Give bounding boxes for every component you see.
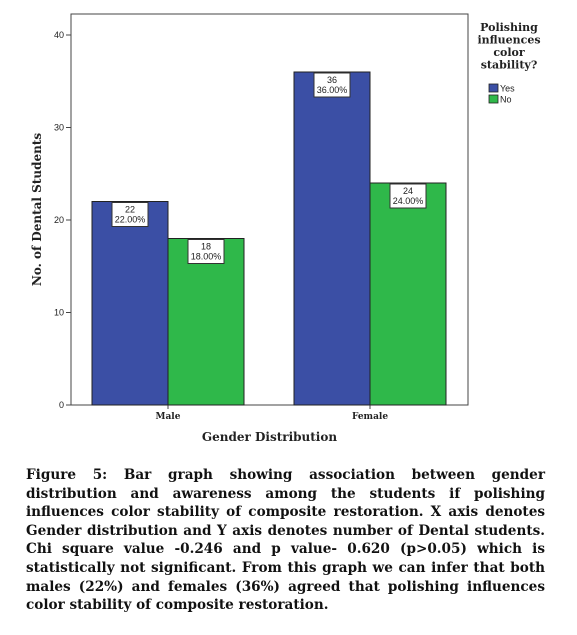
- y-axis-label: No. of Dental Students: [30, 133, 44, 287]
- x-axis-label: Gender Distribution: [202, 430, 337, 444]
- data-label-box: [111, 202, 149, 227]
- y-tick-label: 10: [54, 308, 64, 318]
- x-tick-label: Female: [352, 412, 388, 422]
- bar-no-female: [369, 182, 447, 406]
- figure-caption: Figure 5: Bar graph showing association …: [26, 467, 545, 614]
- bar-no-male: [167, 238, 245, 406]
- data-label-percent: 24.00%: [393, 196, 424, 206]
- y-tick-label: 40: [54, 30, 64, 40]
- bar-yes-male: [91, 201, 169, 406]
- legend-label-yes: Yes: [500, 84, 515, 94]
- data-label-percent: 22.00%: [115, 215, 146, 225]
- legend-title-line: influences: [477, 34, 540, 47]
- data-label-box: [313, 72, 351, 98]
- legend-label-no: No: [500, 95, 512, 105]
- data-label-percent: 18.00%: [191, 252, 222, 262]
- y-tick-label: 0: [59, 400, 64, 410]
- legend-title-line: stability?: [481, 59, 538, 72]
- bar-yes-female: [293, 71, 371, 406]
- bar-chart: 0 10 20 30 40 No. of Dental Students Male 2222.…: [30, 13, 541, 444]
- data-label-percent: 36.00%: [317, 85, 348, 95]
- data-label-count: 18: [201, 242, 211, 252]
- x-tick-label: Male: [156, 412, 181, 422]
- data-label-count: 36: [327, 75, 337, 85]
- y-tick-label: 20: [54, 215, 64, 225]
- legend-title-line: Polishing: [480, 21, 538, 34]
- legend-swatch-no: [488, 94, 499, 104]
- data-label-box: [389, 183, 427, 209]
- legend-swatch-yes: [488, 83, 499, 93]
- legend-title-line: color: [493, 46, 525, 59]
- chart-figure: 0 10 20 30 40 No. of Dental Students Male 22 22.…: [30, 13, 541, 444]
- y-tick-label: 30: [54, 123, 64, 133]
- data-label-box: [187, 239, 225, 264]
- data-label-count: 24: [403, 186, 413, 196]
- data-label-count: 22: [125, 205, 135, 215]
